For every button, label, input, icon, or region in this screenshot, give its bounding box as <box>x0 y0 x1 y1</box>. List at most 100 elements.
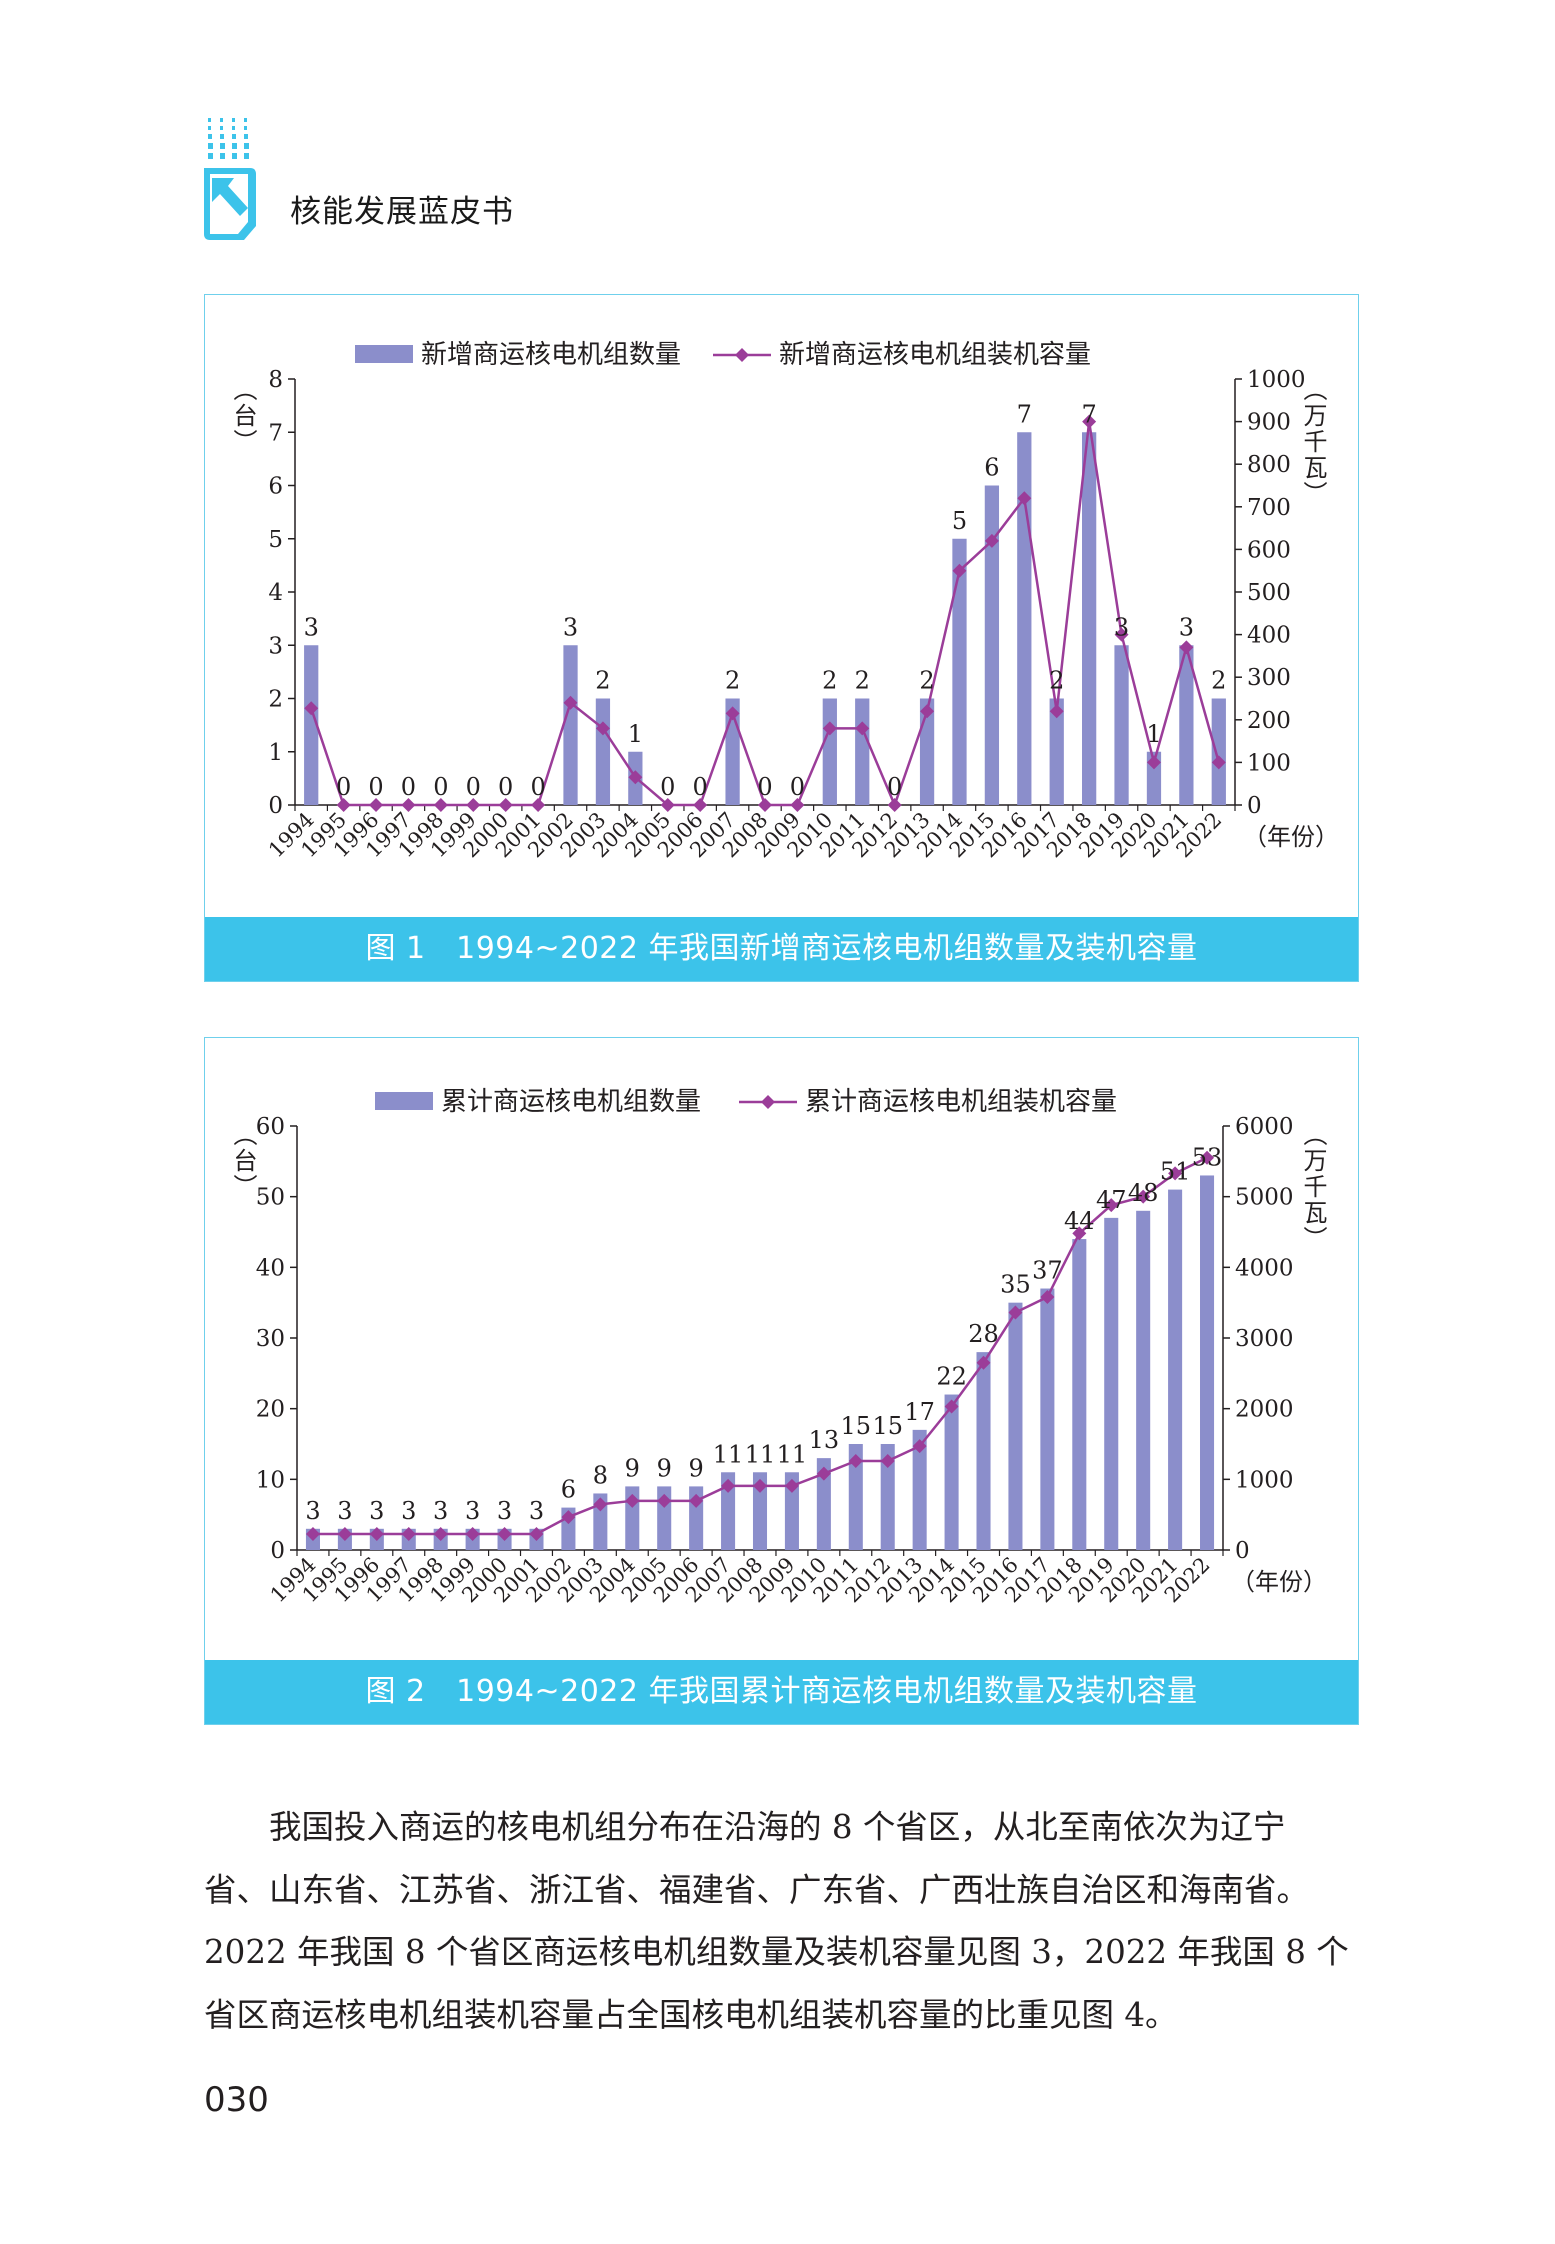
line-point <box>1136 1189 1151 1204</box>
line-point <box>1040 1290 1055 1305</box>
line-point <box>944 1399 959 1414</box>
page-number: 030 <box>204 2080 269 2120</box>
body-line: 我国投入商运的核电机组分布在沿海的 8 个省区，从北至南依次为辽宁 <box>204 1808 1286 1846</box>
left-tick-label: 40 <box>256 1255 285 1281</box>
right-tick-label: 100 <box>1247 750 1291 776</box>
right-tick-label: 200 <box>1247 708 1291 734</box>
bar <box>1179 645 1194 805</box>
data-label: 6 <box>561 1476 576 1504</box>
right-tick-label: 1000 <box>1247 367 1306 393</box>
data-label: 3 <box>433 1497 448 1525</box>
bar <box>1211 698 1226 805</box>
data-label: 3 <box>369 1497 384 1525</box>
right-axis-label: （万千瓦） <box>1299 377 1327 507</box>
right-tick-label: 5000 <box>1235 1185 1294 1211</box>
data-label: 15 <box>872 1412 903 1440</box>
right-tick-label: 400 <box>1247 623 1291 649</box>
running-header-title: 核能发展蓝皮书 <box>290 194 514 230</box>
left-tick-label: 30 <box>256 1326 285 1352</box>
right-tick-label: 700 <box>1247 495 1291 521</box>
bar <box>304 645 319 805</box>
right-tick-label: 800 <box>1247 452 1291 478</box>
data-label: 47 <box>1096 1186 1127 1214</box>
data-label: 1 <box>628 720 643 748</box>
bar <box>848 1444 863 1550</box>
line-point <box>1168 1166 1183 1181</box>
line-point <box>1211 755 1226 770</box>
left-tick-label: 5 <box>268 527 283 553</box>
line-point <box>855 721 870 736</box>
bar <box>952 538 967 805</box>
right-tick-label: 1000 <box>1235 1467 1294 1493</box>
line-point <box>660 798 675 812</box>
right-tick-label: 6000 <box>1235 1114 1294 1140</box>
bar <box>1049 698 1064 805</box>
data-label: 0 <box>790 773 805 801</box>
data-label: 3 <box>529 1497 544 1525</box>
line-point <box>784 1478 799 1493</box>
line-point <box>1008 1305 1023 1320</box>
data-label: 3 <box>401 1497 416 1525</box>
right-tick-label: 500 <box>1247 580 1291 606</box>
data-label: 3 <box>1114 613 1129 641</box>
data-label: 13 <box>809 1426 840 1454</box>
line-point <box>369 798 384 812</box>
left-axis-label: （台） <box>229 377 257 455</box>
data-label: 0 <box>336 773 351 801</box>
body-paragraph: 我国投入商运的核电机组分布在沿海的 8 个省区，从北至南依次为辽宁 省、山东省、… <box>204 1796 1364 2046</box>
data-label: 3 <box>563 613 578 641</box>
figure-2: 累计商运核电机组数量 累计商运核电机组装机容量 0 10 20 30 40 50 60 0 1000… <box>204 1037 1359 1725</box>
figure-2-caption: 图 2 1994~2022 年我国累计商运核电机组数量及装机容量 <box>205 1660 1358 1724</box>
data-label: 2 <box>822 667 837 695</box>
line-point <box>822 721 837 736</box>
line-point <box>693 798 708 812</box>
line-point <box>721 1478 736 1493</box>
line-point <box>1114 627 1129 642</box>
line-point <box>561 1510 576 1525</box>
line-point <box>657 1493 672 1508</box>
bar <box>595 698 611 805</box>
data-label: 7 <box>1081 400 1096 428</box>
line-point <box>1200 1150 1215 1165</box>
line-point <box>498 798 513 812</box>
data-label: 2 <box>1049 667 1064 695</box>
line-point <box>848 1453 863 1468</box>
line-point <box>1072 1226 1087 1241</box>
data-label: 0 <box>466 773 481 801</box>
bar <box>1008 1302 1023 1550</box>
data-label: 7 <box>1017 400 1032 428</box>
left-tick-label: 20 <box>256 1397 285 1423</box>
right-tick-label: 600 <box>1247 537 1291 563</box>
line-point <box>497 1526 512 1541</box>
line-point <box>628 770 643 785</box>
data-label: 0 <box>433 773 448 801</box>
data-label: 0 <box>530 773 545 801</box>
data-label: 15 <box>841 1412 872 1440</box>
right-axis-label: （万千瓦） <box>1299 1122 1327 1252</box>
data-label: 51 <box>1160 1158 1191 1186</box>
right-tick-label: 900 <box>1247 410 1291 436</box>
body-line: 2022 年我国 8 个省区商运核电机组数量及装机容量见图 3，2022 年我国… <box>204 1933 1349 1971</box>
data-label: 28 <box>968 1320 999 1348</box>
legend-bar-swatch <box>355 345 413 363</box>
bar <box>984 485 1000 805</box>
legend-line-marker <box>761 1095 775 1109</box>
bar <box>1200 1175 1215 1550</box>
bar <box>822 698 837 805</box>
legend-bar-swatch <box>375 1092 433 1110</box>
data-label: 8 <box>593 1461 608 1489</box>
data-label: 0 <box>693 773 708 801</box>
right-tick-label: 4000 <box>1235 1255 1294 1281</box>
line-point <box>880 1453 895 1468</box>
bar <box>1104 1217 1119 1550</box>
bar <box>1082 432 1097 805</box>
line-point <box>401 798 416 812</box>
data-label: 3 <box>337 1497 352 1525</box>
data-label: 0 <box>660 773 675 801</box>
data-label: 3 <box>1179 613 1194 641</box>
line-point <box>1104 1198 1119 1213</box>
data-label: 1 <box>1146 720 1161 748</box>
line-point <box>433 798 448 812</box>
line-point <box>304 701 319 716</box>
line-point <box>1017 491 1032 506</box>
